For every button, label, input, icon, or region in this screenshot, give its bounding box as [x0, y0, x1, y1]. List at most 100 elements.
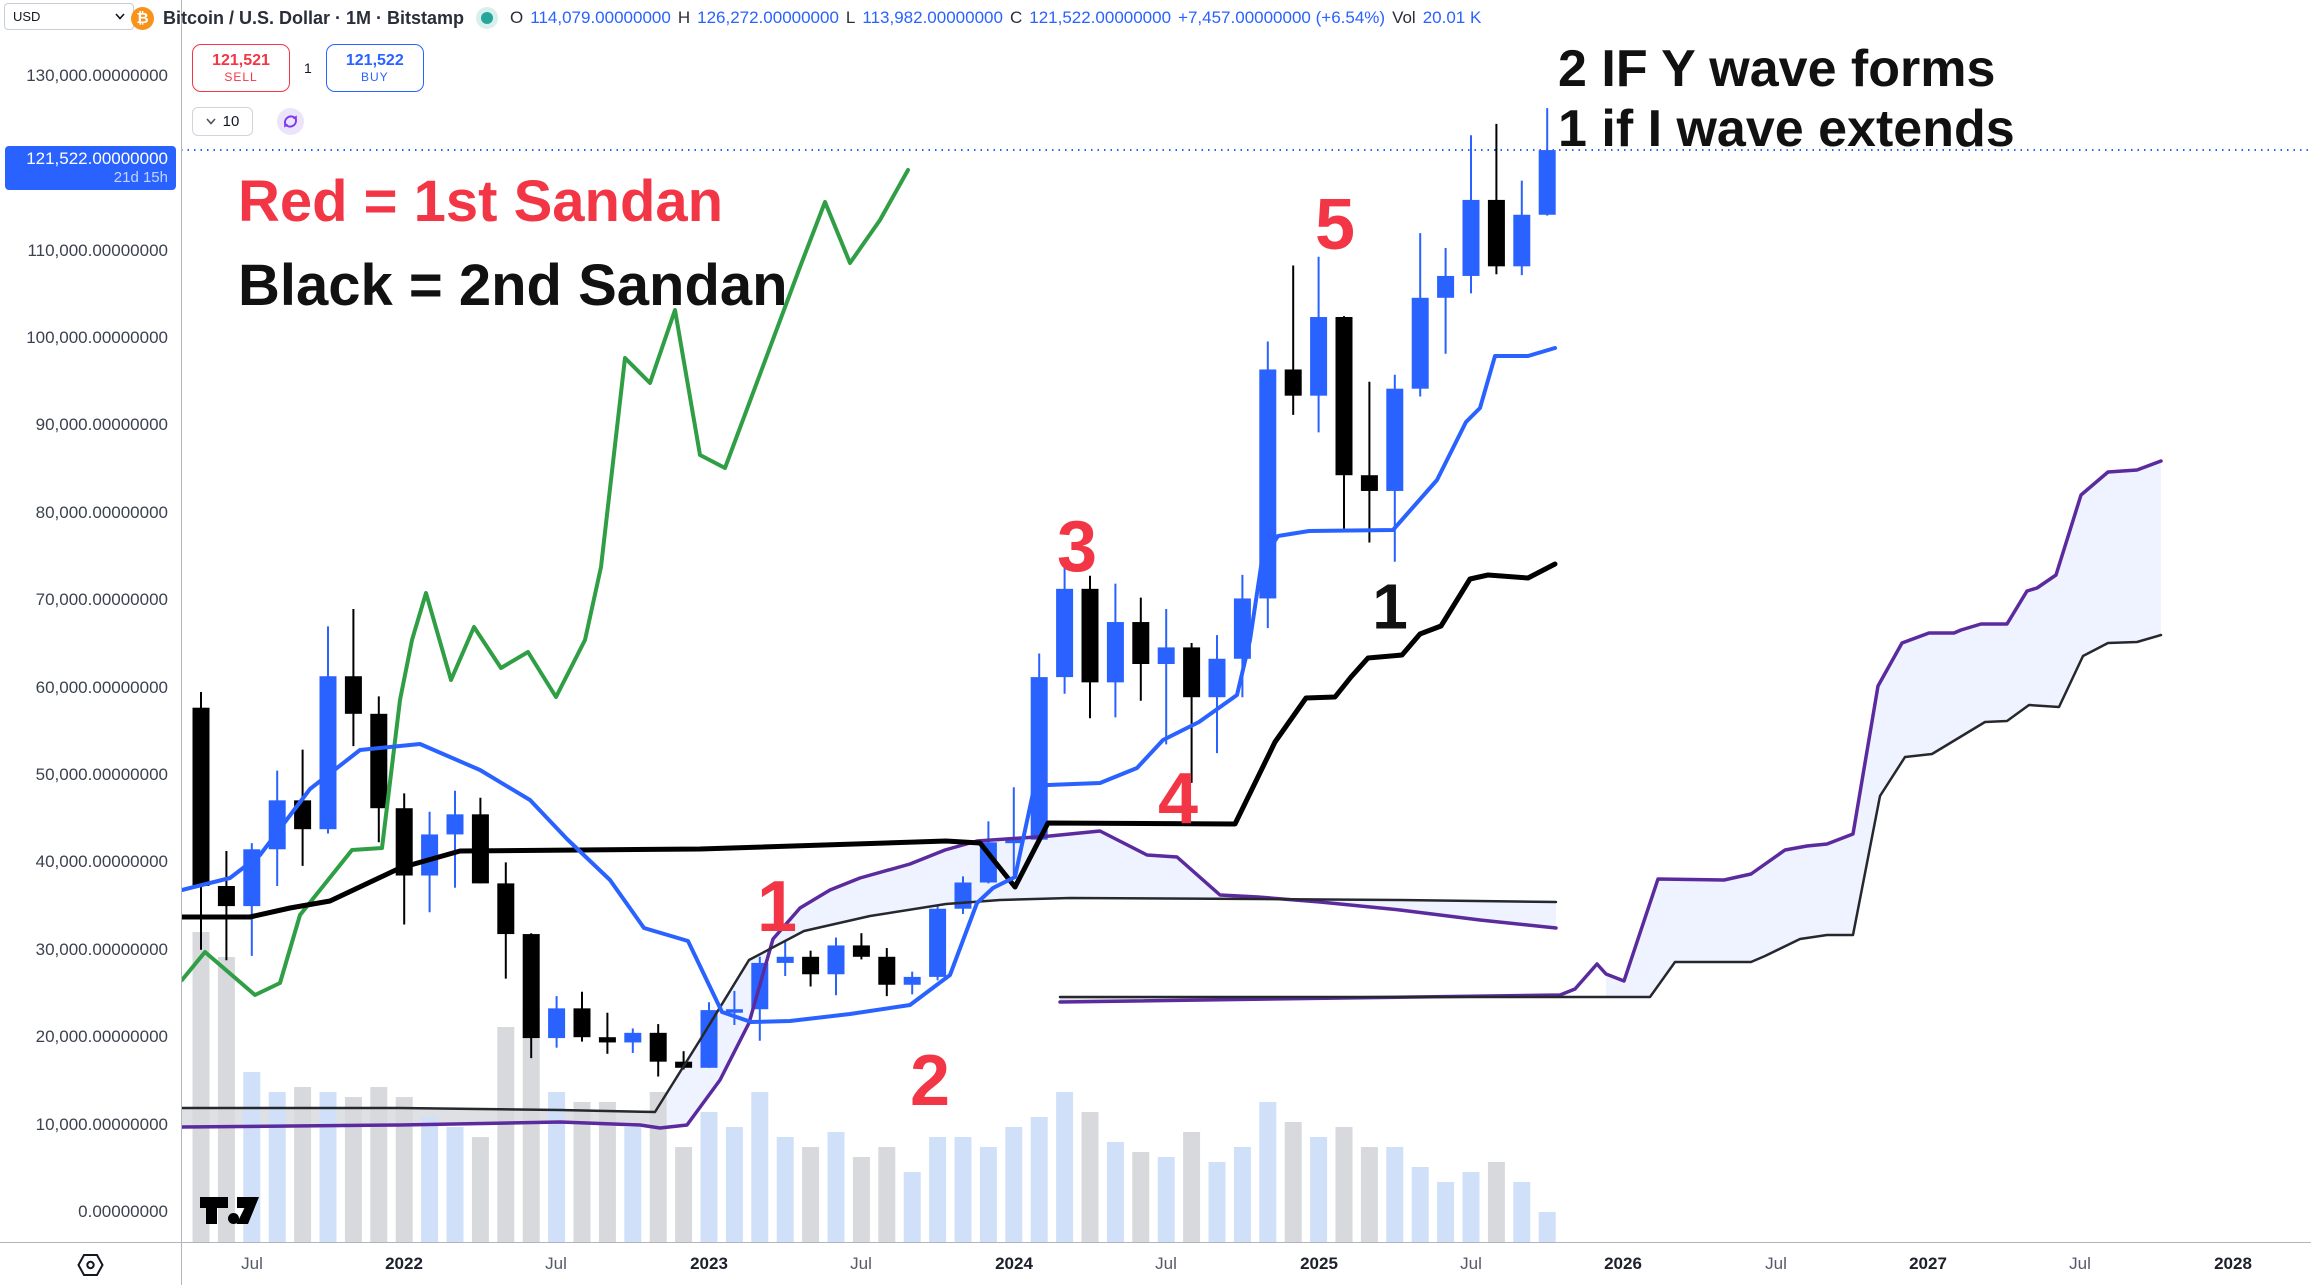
time-tick-year: 2022	[385, 1254, 423, 1273]
time-tick-month: Jul	[1765, 1254, 1787, 1273]
candle-body[interactable]	[1157, 647, 1175, 665]
candle-body[interactable]	[497, 883, 515, 935]
candle-body[interactable]	[1081, 588, 1099, 683]
currency-dropdown-value: USD	[13, 9, 41, 24]
volume-bar	[1437, 1182, 1455, 1242]
volume-bar	[1132, 1152, 1150, 1242]
volume-bar	[1538, 1212, 1556, 1242]
price-tick-label: 20,000.00000000	[35, 1027, 168, 1047]
candle-body[interactable]	[1005, 839, 1023, 844]
candle-body[interactable]	[1462, 199, 1480, 276]
sell-button[interactable]: 121,521 SELL	[192, 44, 290, 92]
candle-body[interactable]	[395, 808, 413, 876]
volume-label: Vol	[1392, 8, 1416, 27]
candle-body[interactable]	[522, 934, 540, 1039]
candle-body[interactable]	[1106, 622, 1124, 683]
volume-value: 20.01 K	[1422, 8, 1482, 27]
candle-body[interactable]	[1183, 647, 1201, 698]
note-2-if-y-wave-forms[interactable]: 2 IF Y wave forms	[1558, 40, 1996, 98]
candle-body[interactable]	[217, 885, 235, 907]
candle-body[interactable]	[598, 1037, 616, 1043]
buy-button[interactable]: 121,522 BUY	[325, 44, 424, 92]
currency-dropdown[interactable]: USD	[4, 3, 134, 30]
candle-body[interactable]	[903, 976, 921, 985]
candle-body[interactable]	[878, 956, 896, 985]
candle-body[interactable]	[1310, 317, 1328, 396]
settings-gear-icon[interactable]	[77, 1253, 104, 1277]
candle-body[interactable]	[1284, 369, 1302, 396]
current-price-value: 121,522.00000000	[26, 149, 168, 168]
candle-body[interactable]	[624, 1032, 642, 1043]
volume-bar	[802, 1147, 820, 1242]
legend-red-1st-sandan[interactable]: Red = 1st Sandan	[238, 169, 724, 234]
volume-bar	[700, 1112, 718, 1242]
time-axis[interactable]: Jul 2022 Jul 2023 Jul 2024 Jul 2025 Jul 2026 Jul 20…	[0, 1242, 2311, 1285]
candle-body[interactable]	[649, 1032, 667, 1062]
candle-body[interactable]	[1411, 297, 1429, 389]
candle-body[interactable]	[1259, 369, 1277, 599]
wave-label-red-5[interactable]: 5	[1314, 185, 1356, 266]
wave-label-red-1[interactable]: 1	[756, 867, 798, 948]
wave-label-red-3[interactable]: 3	[1056, 507, 1098, 588]
candle-body[interactable]	[954, 882, 972, 909]
time-tick-month: Jul	[850, 1254, 872, 1273]
candle-body[interactable]	[192, 707, 210, 886]
candle-body[interactable]	[1132, 622, 1150, 665]
time-tick-month: Jul	[1155, 1254, 1177, 1273]
symbol-header: ₿ Bitcoin / U.S. Dollar · 1M · Bitstamp …	[131, 4, 1481, 32]
volume-bar	[675, 1147, 693, 1242]
volume-bar	[1386, 1147, 1404, 1242]
price-scale[interactable]: USD 130,000.00000000 110,000.00000000 100,…	[0, 0, 182, 1242]
legend-black-2nd-sandan[interactable]: Black = 2nd Sandan	[238, 253, 788, 318]
candle-body[interactable]	[827, 945, 845, 975]
price-tick-label: 0.00000000	[78, 1202, 168, 1221]
candle-body[interactable]	[802, 956, 820, 975]
symbol-title[interactable]: Bitcoin / U.S. Dollar · 1M · Bitstamp	[163, 7, 465, 28]
volume-bar	[1157, 1157, 1175, 1242]
candle-body[interactable]	[776, 956, 794, 963]
price-tick-label: 90,000.00000000	[35, 415, 168, 435]
candle-body[interactable]	[319, 676, 337, 830]
candle-body[interactable]	[1030, 677, 1048, 840]
volume-bar	[370, 1087, 388, 1242]
candle-body[interactable]	[1487, 199, 1505, 267]
candle-body[interactable]	[1056, 588, 1074, 678]
volume-bar	[522, 1007, 540, 1242]
wave-label-black-1[interactable]: 1	[1372, 570, 1408, 643]
sell-label: SELL	[224, 70, 258, 84]
note-1-if-i-wave-extends[interactable]: 1 if I wave extends	[1558, 100, 2015, 158]
candle-body[interactable]	[446, 814, 464, 835]
volume-bar	[649, 1092, 667, 1242]
candle-body[interactable]	[421, 834, 439, 876]
candle-body[interactable]	[979, 842, 997, 883]
candle-body[interactable]	[1335, 317, 1353, 476]
price-chart-canvas[interactable]	[181, 0, 2311, 1242]
chevron-down-icon	[115, 13, 125, 20]
wave-label-red-2[interactable]: 2	[909, 1041, 951, 1122]
candle-body[interactable]	[1513, 214, 1531, 267]
volume-bar	[776, 1137, 794, 1242]
quantity-dropdown[interactable]: 10	[192, 107, 253, 136]
price-tick-label: 60,000.00000000	[35, 677, 168, 697]
candle-body[interactable]	[1360, 475, 1378, 491]
candle-body[interactable]	[725, 1009, 743, 1013]
candle-body[interactable]	[1208, 658, 1226, 698]
candle-body[interactable]	[344, 676, 362, 714]
market-status-icon[interactable]	[481, 12, 494, 24]
candle-body[interactable]	[573, 1008, 591, 1038]
candle-body[interactable]	[1233, 598, 1251, 659]
candle-body[interactable]	[852, 945, 870, 957]
base-line-blue	[181, 346, 1557, 1024]
refresh-quote-button[interactable]	[277, 108, 304, 135]
candle-body[interactable]	[929, 908, 947, 977]
candle-body[interactable]	[370, 713, 388, 809]
candle-body[interactable]	[548, 1008, 566, 1039]
candle-body[interactable]	[1437, 275, 1455, 298]
wave-label-red-4[interactable]: 4	[1157, 759, 1199, 840]
candle-body[interactable]	[1386, 388, 1404, 491]
candle-body[interactable]	[1538, 150, 1556, 215]
volume-bar	[446, 1127, 464, 1242]
candle-body[interactable]	[700, 1010, 718, 1068]
tradingview-logo[interactable]	[200, 1197, 262, 1225]
